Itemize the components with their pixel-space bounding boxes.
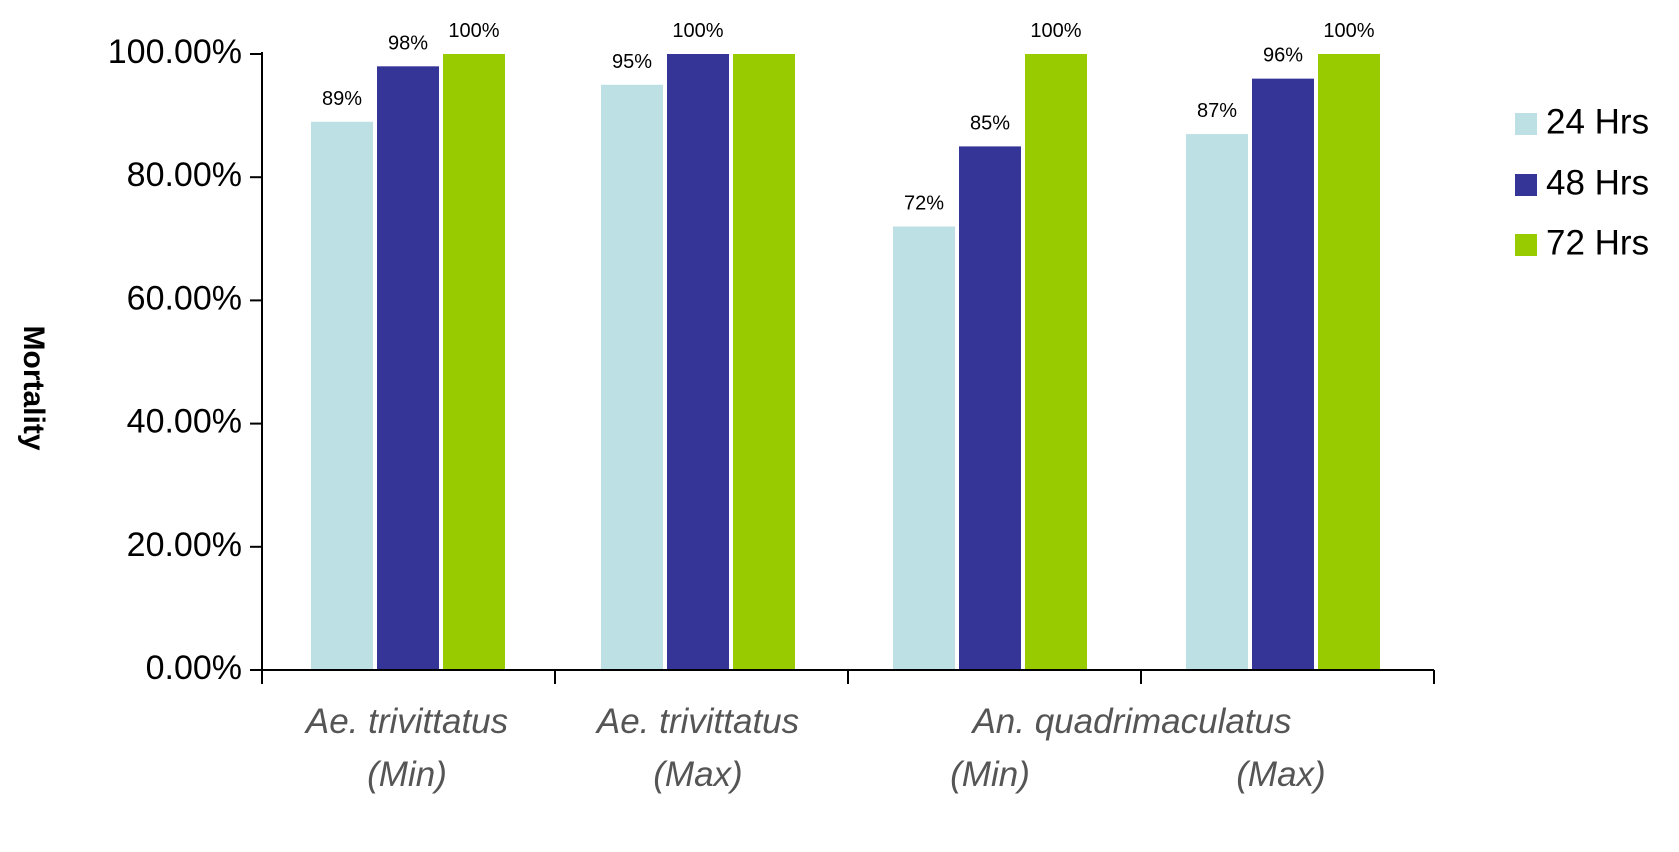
- legend: 24 Hrs 48 Hrs 72 Hrs: [1515, 102, 1649, 262]
- data-label: 100%: [1323, 20, 1374, 42]
- x-category-label: An. quadrimaculatus: [970, 702, 1291, 741]
- y-tick-label: 60.00%: [127, 279, 242, 317]
- data-label: 98%: [388, 32, 428, 54]
- legend-label: 24 Hrs: [1546, 102, 1649, 141]
- y-tick-label: 100.00%: [108, 33, 242, 71]
- legend-swatch: [1515, 234, 1537, 256]
- data-label: 96%: [1263, 45, 1303, 67]
- y-tick-label: 20.00%: [127, 526, 242, 564]
- x-category-label: (Max): [653, 755, 742, 794]
- legend-label: 48 Hrs: [1546, 163, 1649, 202]
- y-axis: 0.00% 20.00% 40.00% 60.00% 80.00% 100.00%: [108, 33, 263, 687]
- data-label: 100%: [448, 20, 499, 42]
- data-label: 100%: [672, 20, 723, 42]
- x-category-label: Ae. trivittatus: [595, 702, 799, 741]
- bar: [893, 226, 955, 671]
- bar: [667, 54, 729, 670]
- bar: [733, 54, 795, 670]
- y-axis-title: Mortality: [17, 325, 50, 450]
- data-label: 72%: [904, 192, 944, 214]
- data-label: 85%: [970, 112, 1010, 134]
- bar: [1252, 78, 1314, 670]
- x-axis: Ae. trivittatus (Min) Ae. trivittatus (Max)…: [261, 669, 1435, 794]
- legend-swatch: [1515, 113, 1537, 135]
- bar: [1318, 54, 1380, 670]
- bar: [311, 121, 373, 670]
- legend-label: 72 Hrs: [1546, 223, 1649, 262]
- x-category-label: (Max): [1236, 755, 1325, 794]
- bar: [1186, 134, 1248, 670]
- y-tick-label: 80.00%: [127, 156, 242, 194]
- bar: [377, 66, 439, 670]
- bar: [1025, 54, 1087, 670]
- bar: [443, 54, 505, 670]
- y-tick-label: 0.00%: [146, 649, 242, 687]
- x-category-label: (Min): [367, 755, 447, 794]
- bar: [601, 84, 663, 671]
- y-tick-label: 40.00%: [127, 403, 242, 441]
- data-label: 87%: [1197, 100, 1237, 122]
- bar: [959, 146, 1021, 670]
- data-label: 95%: [612, 51, 652, 73]
- x-category-label: Ae. trivittatus: [304, 702, 508, 741]
- bars-group: 89% 98% 100% 95% 100% 72% 85% 100% 87% 96% 100%: [311, 20, 1380, 671]
- data-label: 100%: [1030, 20, 1081, 42]
- x-category-label: (Min): [950, 755, 1030, 794]
- legend-swatch: [1515, 174, 1537, 196]
- data-label: 89%: [322, 88, 362, 110]
